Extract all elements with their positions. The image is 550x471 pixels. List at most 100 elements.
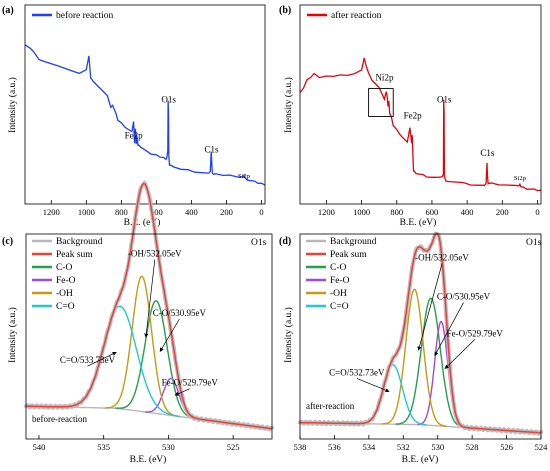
x-tick-label: 200	[220, 207, 233, 217]
y-axis-label-a: Intensity (a.u.)	[7, 77, 18, 133]
x-tick-label: 0	[259, 207, 263, 217]
annotation-arrow	[356, 378, 390, 393]
x-tick-label: 600	[150, 207, 163, 217]
peak-annotation: Fe-O/529.79eV	[162, 378, 219, 388]
x-tick-label: 600	[426, 207, 439, 217]
component-line	[115, 299, 197, 420]
peak-annotation: Ni2p	[375, 73, 394, 83]
panel-label-d: (d)	[279, 236, 291, 247]
peak-sum-line-c	[26, 182, 273, 430]
peak-annotations-c: -OH/532.05eV C-O/530.95eV C=O/533.73eV Fe-O…	[60, 249, 219, 396]
survey-before-line	[24, 44, 266, 186]
peak-labels-a: Fe2p O1s C1s Si2p	[125, 95, 250, 181]
x-ticks-b: 1200 1000 800 600 400 200 0	[318, 200, 540, 217]
o1s-before-panel: (c) O1s Intensity (a.u.) B.E. (eV) 540 53…	[2, 180, 274, 465]
x-tick-label: 200	[496, 207, 509, 217]
x-tick-label: 538	[294, 442, 307, 452]
x-tick-label: 400	[461, 207, 474, 217]
y-axis-label-d: Intensity (a.u.)	[283, 307, 294, 363]
legend-entry: -OH	[330, 289, 347, 299]
component-lines-c	[60, 275, 198, 420]
x-tick-label: 528	[466, 442, 479, 452]
x-tick-label: 524	[535, 442, 549, 452]
component-line	[105, 275, 179, 417]
legend-entry: C-O	[330, 263, 347, 273]
x-axis-label-d: B.E. (eV)	[402, 454, 439, 465]
peak-annotation: C1s	[205, 144, 220, 154]
survey-after-panel: (b) Intensity (a.u.) B.E. (eV) after rea…	[279, 4, 542, 228]
x-tick-label: 535	[97, 442, 110, 452]
plot-frame-b	[299, 4, 542, 205]
peak-annotation: -OH/532.05eV	[415, 253, 469, 263]
x-axis-label-c: B.E. (eV)	[130, 454, 167, 465]
inner-label-c: before-reaction	[32, 414, 87, 424]
peak-annotation: Si2p	[514, 175, 526, 182]
x-tick-label: 532	[397, 442, 410, 452]
peak-annotation: C=O/533.73eV	[60, 355, 116, 365]
y-axis-label-b: Intensity (a.u.)	[283, 77, 294, 133]
peak-annotation: Fe-O/529.79eV	[447, 329, 504, 339]
annotation-arrow	[159, 318, 180, 353]
x-tick-label: 1200	[318, 207, 335, 217]
survey-before-panel: (a) Intensity (a.u.) B.E. (eV) before re…	[2, 4, 266, 228]
survey-after-line	[299, 57, 542, 192]
annotation-arrow	[144, 259, 156, 338]
legend-d: Background Peak sum C-O Fe-O -OH C=O	[306, 237, 377, 312]
legend-entry: Background	[56, 237, 103, 247]
peak-labels-b: Ni2p Fe2p O1s C1s Si2p	[375, 73, 525, 182]
x-tick-label: 526	[500, 442, 513, 452]
x-tick-label: 800	[390, 207, 403, 217]
legend-label-b: after reaction	[331, 10, 382, 21]
legend-label-a: before reaction	[56, 10, 113, 21]
annotation-arrow	[174, 388, 190, 396]
peak-annotation: C-O/530.95eV	[437, 292, 491, 302]
x-tick-label: 400	[185, 207, 198, 217]
corner-label-d: O1s	[526, 238, 542, 248]
x-ticks-c: 540 535 530 525	[33, 435, 240, 452]
peak-annotation: Si2p	[238, 173, 250, 180]
plot-frame-c	[25, 233, 273, 440]
legend-entry: Background	[330, 237, 377, 247]
annotation-arrow	[87, 351, 117, 367]
x-tick-label: 534	[362, 442, 376, 452]
legend-entry: Fe-O	[56, 276, 76, 286]
corner-label-c: O1s	[251, 238, 267, 248]
legend-b: after reaction	[307, 10, 382, 21]
x-tick-label: 525	[227, 442, 240, 452]
peak-annotations-d: -OH/532.05eV C-O/530.95eV Fe-O/529.79eV C=O…	[329, 253, 504, 393]
peak-annotation: Fe2p	[125, 130, 144, 140]
legend-entry: C-O	[56, 263, 73, 273]
x-ticks-d: 538 536 534 532 530 528 526 524	[294, 435, 549, 452]
component-line	[382, 288, 447, 427]
legend-entry: -OH	[56, 289, 73, 299]
peak-sum-line-d	[300, 232, 542, 434]
x-tick-label: 0	[535, 207, 539, 217]
annotation-arrow	[434, 302, 464, 357]
x-tick-label: 540	[33, 442, 46, 452]
peak-annotation: -OH/532.05eV	[128, 249, 182, 259]
peak-annotation: C=O/532.73eV	[329, 367, 385, 377]
ni2p-highlight-box	[368, 88, 394, 117]
peak-annotation: C1s	[480, 148, 495, 158]
legend-entry: C=O	[330, 302, 349, 312]
panel-label-b: (b)	[279, 5, 291, 16]
annotation-arrow	[417, 263, 443, 351]
panel-label-c: (c)	[2, 236, 13, 247]
x-ticks-a: 1200 1000 800 600 400 200 0	[43, 200, 264, 217]
legend-entry: Fe-O	[330, 276, 350, 286]
legend-a: before reaction	[32, 10, 113, 21]
legend-entry: Peak sum	[56, 250, 93, 260]
annotation-arrow	[444, 339, 475, 370]
peak-annotation: O1s	[161, 95, 176, 105]
legend-entry: C=O	[56, 302, 75, 312]
x-tick-label: 1000	[78, 207, 95, 217]
plot-frame-a	[24, 4, 266, 205]
x-tick-label: 800	[115, 207, 128, 217]
peak-annotation: C-O/530.95eV	[153, 308, 207, 318]
x-tick-label: 536	[328, 442, 341, 452]
legend-entry: Peak sum	[330, 250, 367, 260]
peak-annotation: O1s	[437, 95, 452, 105]
inner-label-d: after-reaction	[306, 401, 355, 411]
peak-annotation: Fe2p	[404, 110, 423, 120]
